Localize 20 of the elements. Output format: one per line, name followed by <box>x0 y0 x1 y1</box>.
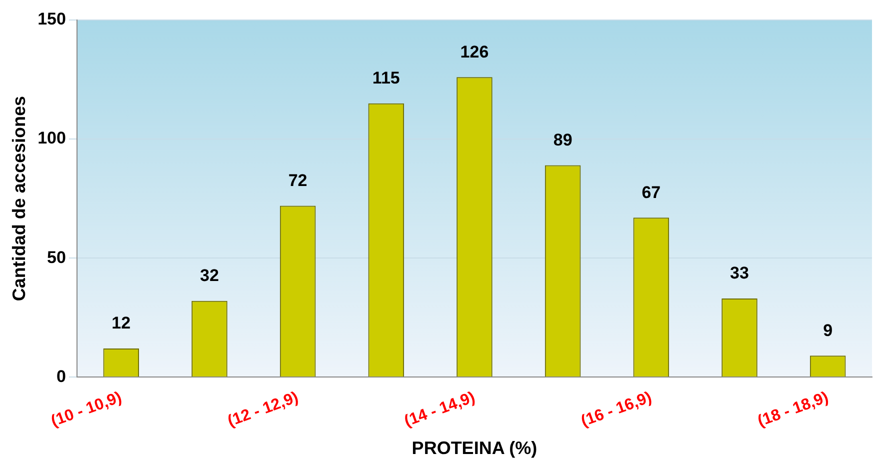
data-label: 126 <box>460 42 489 62</box>
data-label: 33 <box>730 264 749 283</box>
x-tick-label: (18 - 18,9) <box>756 389 831 430</box>
y-tick-label: 150 <box>38 10 66 29</box>
data-label: 115 <box>372 68 400 88</box>
y-tick-label: 50 <box>47 248 66 267</box>
data-label: 12 <box>112 314 131 333</box>
data-label: 89 <box>553 130 572 150</box>
x-tick-label: (16 - 16,9) <box>578 389 654 430</box>
x-tick-label: (12 - 12,9) <box>226 389 301 430</box>
data-label: 72 <box>288 170 308 190</box>
x-axis-title: PROTEINA (%) <box>412 438 538 458</box>
y-axis-title: Cantidad de accesiones <box>8 96 29 302</box>
data-label: 9 <box>823 320 833 340</box>
x-tick-label: (10 - 10,9) <box>48 389 124 430</box>
y-tick-label: 100 <box>38 128 66 148</box>
data-label: 67 <box>642 182 661 202</box>
x-tick-label: (14 - 14,9) <box>402 389 478 430</box>
data-label: 32 <box>200 266 219 286</box>
y-tick-label: 0 <box>56 366 66 386</box>
